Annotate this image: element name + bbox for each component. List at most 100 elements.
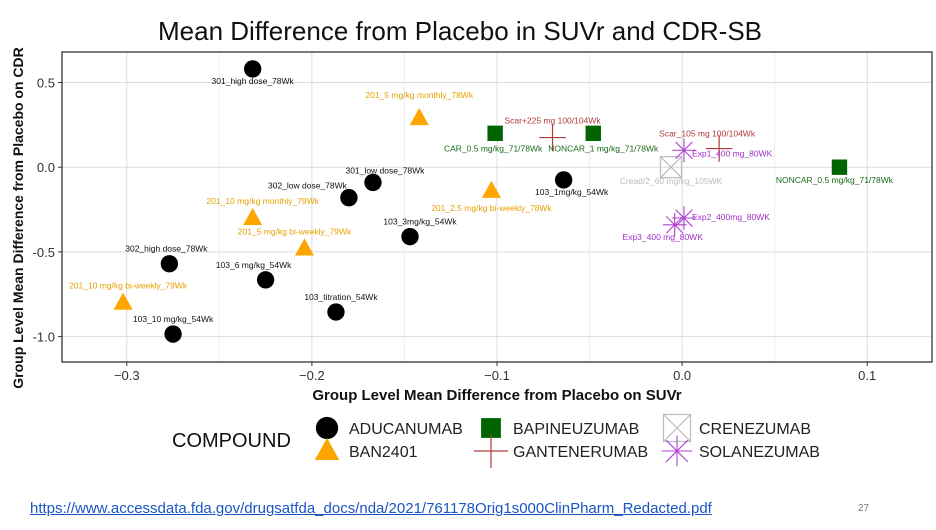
series-aducanumab: 301_high dose_78Wk 301_low dose_78Wk 302_l… xyxy=(125,60,609,343)
legend-label: GANTENERUMAB xyxy=(513,444,648,461)
data-point-marker xyxy=(243,60,262,78)
legend: COMPOUND ADUCANUMAB BAN2401 BAPINEUZUMAB GAN… xyxy=(172,413,820,469)
legend-key-star-arm xyxy=(665,439,689,463)
data-point-marker xyxy=(672,206,696,230)
data-point-square xyxy=(487,125,503,142)
data-label: 103_1mg/kg_54Wk xyxy=(535,187,609,197)
legend-key-marker xyxy=(481,418,501,438)
data-label: Exp2_400mg_80WK xyxy=(692,212,770,222)
data-point-dot xyxy=(164,325,182,343)
data-point-marker xyxy=(672,138,696,163)
data-point-marker xyxy=(327,303,345,321)
data-point-triangle xyxy=(409,107,429,126)
data-point-marker xyxy=(364,173,382,192)
legend-entry: CRENEZUMAB xyxy=(662,413,811,443)
data-point-marker xyxy=(539,124,566,151)
data-label: Cread/2_60 mg/kg_105WK xyxy=(620,176,723,186)
scatter-chart: −0.3 −0.2 −0.1 0.0 0.1 0.5 0.0 -0.5 -1.0 301_hig… xyxy=(10,47,933,469)
source-link[interactable]: https://www.accessdata.fda.gov/drugsatfd… xyxy=(30,500,712,517)
data-label: 301_high dose_78Wk xyxy=(212,76,295,86)
data-point-marker xyxy=(256,271,275,289)
x-axis-label: Group Level Mean Difference from Placebo… xyxy=(312,387,681,404)
legend-key-marker xyxy=(314,438,340,460)
legend-label: BAN2401 xyxy=(349,444,418,461)
data-point-marker xyxy=(554,171,573,189)
data-point-triangle xyxy=(243,207,263,226)
y-tick-label: 0.5 xyxy=(37,75,55,90)
x-tick-label: −0.3 xyxy=(114,368,140,383)
data-label: 302_high dose_78Wk xyxy=(125,244,208,254)
data-label: 103_10 mg/kg_54Wk xyxy=(133,314,214,324)
data-point-star-arm xyxy=(665,215,684,234)
data-point-triangle xyxy=(113,292,133,310)
data-point-dot xyxy=(327,303,345,321)
data-point-marker xyxy=(401,227,419,246)
data-label: 302_low dose_78Wk xyxy=(268,181,348,191)
legend-title: COMPOUND xyxy=(172,430,291,452)
data-label: 301_low dose_78Wk xyxy=(346,165,426,175)
data-point-dot xyxy=(554,171,573,189)
chart-title: Mean Difference from Placebo in SUVr and… xyxy=(157,16,763,46)
legend-label: CRENEZUMAB xyxy=(699,421,811,438)
data-point-marker xyxy=(164,325,182,343)
grid xyxy=(62,52,932,362)
series-solanezumab: Exp1_400 mg_80WK Exp2_400mg_80WK Exp3_400 … xyxy=(623,138,773,242)
y-tick-label: -0.5 xyxy=(33,245,55,260)
data-label: NONCAR_0.5 mg/kg_71/78Wk xyxy=(776,175,894,185)
series-bapineuzumab: CAR_0.5 mg/kg_71/78Wk NONCAR_1 mg/kg_71/7… xyxy=(444,125,894,185)
data-point-dot xyxy=(160,255,179,273)
data-point-dot xyxy=(401,227,419,246)
data-point-marker xyxy=(659,156,683,179)
data-point-triangle xyxy=(481,180,501,198)
data-point-marker xyxy=(409,107,429,126)
legend-label: ADUCANUMAB xyxy=(349,421,463,438)
data-label: 201_5 mg/kg bi-weekly_79Wk xyxy=(238,227,352,237)
data-point-dot xyxy=(256,271,275,289)
data-point-marker xyxy=(487,125,503,142)
legend-label: BAPINEUZUMAB xyxy=(513,421,639,438)
data-label: 201_5 mg/kg monthly_78Wk xyxy=(365,90,473,100)
data-label: 201_2.5 mg/kg bi-weekly_78Wk xyxy=(431,203,552,213)
data-point-marker xyxy=(294,238,315,256)
data-label: Exp1_400 mg_80WK xyxy=(692,148,773,158)
data-label: 103_3mg/kg_54Wk xyxy=(383,217,457,227)
legend-key-marker xyxy=(661,435,693,467)
data-label: Scar_105 mg 100/104Wk xyxy=(659,129,756,139)
series-ban2401: 201_5 mg/kg monthly_78Wk 201_2.5 mg/kg bi… xyxy=(69,90,552,310)
data-point-dot xyxy=(243,60,262,78)
data-point-star-arm xyxy=(675,141,693,160)
data-label: CAR_0.5 mg/kg_71/78Wk xyxy=(444,143,543,153)
data-label: 201_10 mg/kg bi-weekly_79Wk xyxy=(69,281,188,291)
data-label: 103_titration_54Wk xyxy=(304,292,378,302)
page-number: 27 xyxy=(858,503,870,514)
y-tick-label: 0.0 xyxy=(37,160,55,175)
data-label: 201_10 mg/kg monthly_79Wk xyxy=(206,196,319,206)
data-point-box xyxy=(659,156,683,179)
y-axis-label: Group Level Mean Difference from Placebo… xyxy=(10,47,26,389)
data-point-square xyxy=(831,159,848,175)
legend-key-dot xyxy=(315,416,339,440)
data-point-marker xyxy=(585,125,601,142)
series-crenezumab: Cread/2_60 mg/kg_105WK xyxy=(620,156,723,186)
legend-entry: BAPINEUZUMAB xyxy=(481,418,639,438)
data-point-star-arm xyxy=(675,209,693,227)
data-point-marker xyxy=(662,212,687,237)
legend-key-marker xyxy=(473,433,509,469)
data-point-marker xyxy=(340,189,358,207)
axis-ticks: −0.3 −0.2 −0.1 0.0 0.1 0.5 0.0 -0.5 -1.0 xyxy=(33,75,877,383)
data-point-triangle xyxy=(294,238,315,256)
data-point-dot xyxy=(340,189,358,207)
series-gantenerumab: Scar+225 mg 100/104Wk Scar_105 mg 100/104… xyxy=(504,116,756,162)
y-tick-label: -1.0 xyxy=(33,330,55,345)
legend-entry: BAN2401 xyxy=(314,438,418,461)
legend-entry: ADUCANUMAB xyxy=(315,416,463,440)
data-label: Scar+225 mg 100/104Wk xyxy=(504,116,601,126)
x-tick-label: −0.2 xyxy=(299,368,325,383)
legend-label: SOLANEZUMAB xyxy=(699,444,820,461)
data-label: 103_6 mg/kg_54Wk xyxy=(216,260,292,270)
data-label: Exp3_400 mg_80WK xyxy=(623,232,704,242)
x-tick-label: 0.1 xyxy=(858,368,876,383)
data-point-marker xyxy=(113,292,133,310)
legend-key-triangle xyxy=(314,438,340,460)
